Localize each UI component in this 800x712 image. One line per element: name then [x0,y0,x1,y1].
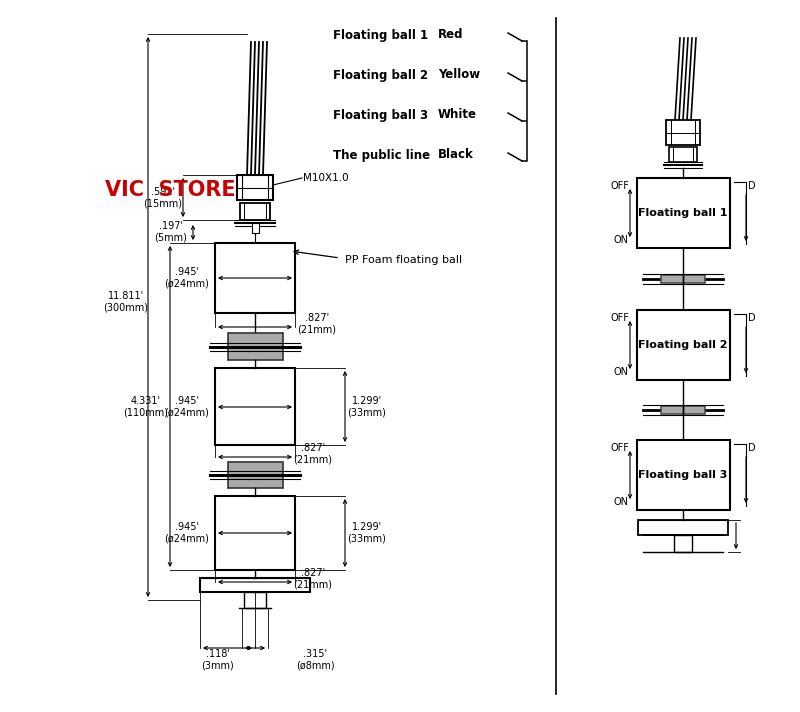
Text: Floating ball 1: Floating ball 1 [638,208,728,218]
Text: D: D [748,313,756,323]
Text: .945'
(ø24mm): .945' (ø24mm) [165,267,210,289]
Text: 4.331'
(110mm): 4.331' (110mm) [123,396,169,418]
Text: OFF: OFF [610,181,629,191]
Text: D: D [748,181,756,191]
Bar [674,535,692,552]
Text: ON: ON [614,497,629,507]
Bar [244,592,266,608]
Bar [638,520,728,535]
Text: .591'
(15mm): .591' (15mm) [143,187,182,209]
Text: ON: ON [614,367,629,377]
Text: Floating ball 2: Floating ball 2 [638,340,728,350]
Text: PP Foam floating ball: PP Foam floating ball [345,255,462,265]
Bar [637,310,730,380]
Text: ON: ON [614,235,629,245]
Bar [237,175,273,200]
Text: The public line: The public line [333,149,430,162]
Bar [637,440,730,510]
Bar [228,462,283,488]
Text: Floating ball 1: Floating ball 1 [333,28,428,41]
Text: 1.299'
(33mm): 1.299' (33mm) [347,396,386,418]
Text: .827'
(21mm): .827' (21mm) [294,443,333,465]
Text: .197'
(5mm): .197' (5mm) [154,221,187,243]
Text: White: White [438,108,477,122]
Text: VIC  STORE: VIC STORE [105,180,236,200]
Text: Floating ball 3: Floating ball 3 [638,470,728,480]
Text: .945'
(ø24mm): .945' (ø24mm) [165,522,210,544]
Bar [669,147,697,162]
Text: .827'
(21mm): .827' (21mm) [294,568,333,590]
Text: D: D [748,443,756,453]
Text: .118'
(3mm): .118' (3mm) [202,649,234,671]
Bar [215,368,295,445]
Bar [228,333,283,360]
Text: Black: Black [438,149,474,162]
Text: OFF: OFF [610,443,629,453]
Bar [661,406,705,414]
Bar [661,275,705,283]
Bar [252,223,259,233]
Text: .827'
(21mm): .827' (21mm) [298,313,337,335]
Bar [240,203,270,220]
Text: 11.811'
(300mm): 11.811' (300mm) [103,291,149,313]
Text: Floating ball 3: Floating ball 3 [333,108,428,122]
Text: 1.299'
(33mm): 1.299' (33mm) [347,522,386,544]
Bar [637,178,730,248]
Text: OFF: OFF [610,313,629,323]
Text: M10X1.0: M10X1.0 [303,173,349,183]
Text: Yellow: Yellow [438,68,480,81]
Text: Red: Red [438,28,463,41]
Text: .315'
(ø8mm): .315' (ø8mm) [296,649,334,671]
Bar [666,120,700,145]
Text: Floating ball 2: Floating ball 2 [333,68,428,81]
Bar [215,496,295,570]
Text: .945'
(ø24mm): .945' (ø24mm) [165,396,210,418]
Bar [200,578,310,592]
Bar [215,243,295,313]
